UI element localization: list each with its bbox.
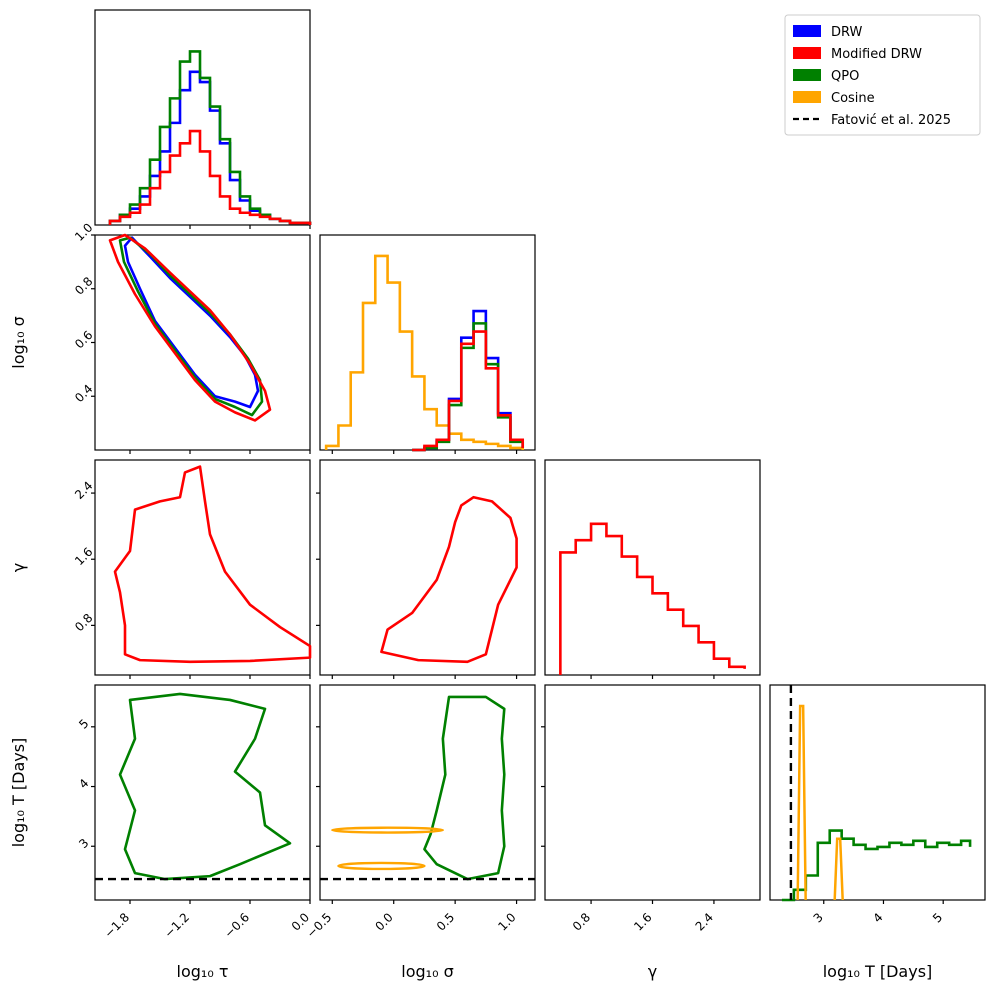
panel-frame-gamma-sigma — [319, 459, 536, 676]
hist-tau-qpo — [108, 50, 312, 225]
panel-frame-gamma-gamma — [544, 459, 761, 676]
y-axis-title-sigma: log₁₀ σ — [9, 316, 28, 368]
x-tick-label-tau: −1.8 — [102, 910, 133, 941]
hist-sigma-qpo — [412, 322, 525, 452]
y-tick-label-sigma: 0.8 — [72, 274, 95, 297]
panel-frame-gamma-tau — [94, 459, 311, 676]
x-tick-label-tau: −1.2 — [162, 910, 193, 941]
contour-tau-T-qpo — [118, 692, 292, 881]
contour-tau-gamma-modified-drw — [113, 465, 312, 664]
hist-T-cosine-peak-0 — [796, 704, 807, 901]
contour-tau-sigma-modified-drw — [108, 233, 272, 422]
contour-sigma-T-cosine-0 — [331, 826, 445, 834]
legend-swatch-cosine — [793, 91, 821, 103]
panel-frame-tau-tau — [94, 9, 311, 226]
x-tick-label-sigma: 1.0 — [495, 910, 518, 933]
x-tick-label-gamma: 2.4 — [693, 910, 716, 933]
legend-swatch-drw — [793, 25, 821, 37]
hist-sigma-drw — [412, 309, 525, 452]
y-axis-title-T: log₁₀ T [Days] — [9, 738, 28, 848]
hist-gamma-modified-drw — [559, 522, 746, 675]
y-tick-label-T: 4 — [76, 776, 91, 791]
x-tick-label-sigma: −0.5 — [304, 910, 335, 941]
contour-sigma-T-cosine-1 — [337, 861, 426, 871]
x-tick-label-sigma: 0.5 — [434, 910, 457, 933]
x-axis-title-tau: log₁₀ τ — [177, 962, 229, 981]
x-axis-title-gamma: γ — [648, 962, 657, 981]
contour-sigma-T-qpo — [423, 695, 506, 881]
contour-tau-sigma-qpo — [118, 236, 264, 417]
y-tick-label-sigma: 0.6 — [72, 328, 95, 351]
y-tick-label-gamma: 0.8 — [72, 611, 95, 634]
hist-T-qpo — [781, 829, 972, 902]
x-tick-label-T: 5 — [930, 910, 945, 925]
y-tick-label-T: 5 — [76, 716, 91, 731]
contour-sigma-gamma-modified-drw — [380, 495, 518, 664]
hist-sigma-modified-drw — [412, 330, 525, 452]
hist-sigma-cosine — [324, 254, 525, 450]
x-tick-label-gamma: 1.6 — [631, 910, 654, 933]
panel-frame-T-gamma — [544, 684, 761, 901]
x-tick-label-T: 3 — [811, 910, 826, 925]
contour-tau-sigma-drw — [123, 236, 260, 409]
y-tick-label-gamma: 2.4 — [72, 479, 95, 502]
legend-swatch-qpo — [793, 69, 821, 81]
legend-label: Fatović et al. 2025 — [831, 113, 951, 128]
y-tick-label-sigma: 1.0 — [72, 220, 95, 243]
y-tick-label-sigma: 0.4 — [72, 382, 95, 405]
x-axis-title-T: log₁₀ T [Days] — [823, 962, 933, 981]
panel-frame-T-T — [769, 684, 986, 901]
x-tick-label-gamma: 0.8 — [570, 910, 593, 933]
x-tick-label-tau: −0.6 — [222, 910, 253, 941]
panel-frame-sigma-sigma — [319, 234, 536, 451]
hist-T-cosine-peak-1 — [833, 837, 844, 901]
panel-frame-T-sigma — [319, 684, 536, 901]
y-axis-title-gamma: γ — [9, 563, 28, 572]
legend-swatch-modified-drw — [793, 47, 821, 59]
x-tick-label-sigma: 0.0 — [372, 910, 395, 933]
legend-label: Cosine — [831, 91, 875, 106]
x-axis-title-sigma: log₁₀ σ — [401, 962, 453, 981]
legend-label: Modified DRW — [831, 47, 922, 62]
y-tick-label-gamma: 1.6 — [72, 545, 95, 568]
legend-box — [784, 14, 981, 136]
legend-label: QPO — [831, 69, 859, 84]
y-tick-label-T: 3 — [76, 836, 91, 851]
hist-tau-modified-drw — [108, 129, 312, 225]
panel-frame-T-tau — [94, 684, 311, 901]
x-tick-label-T: 4 — [870, 910, 885, 925]
legend-label: DRW — [831, 25, 863, 40]
